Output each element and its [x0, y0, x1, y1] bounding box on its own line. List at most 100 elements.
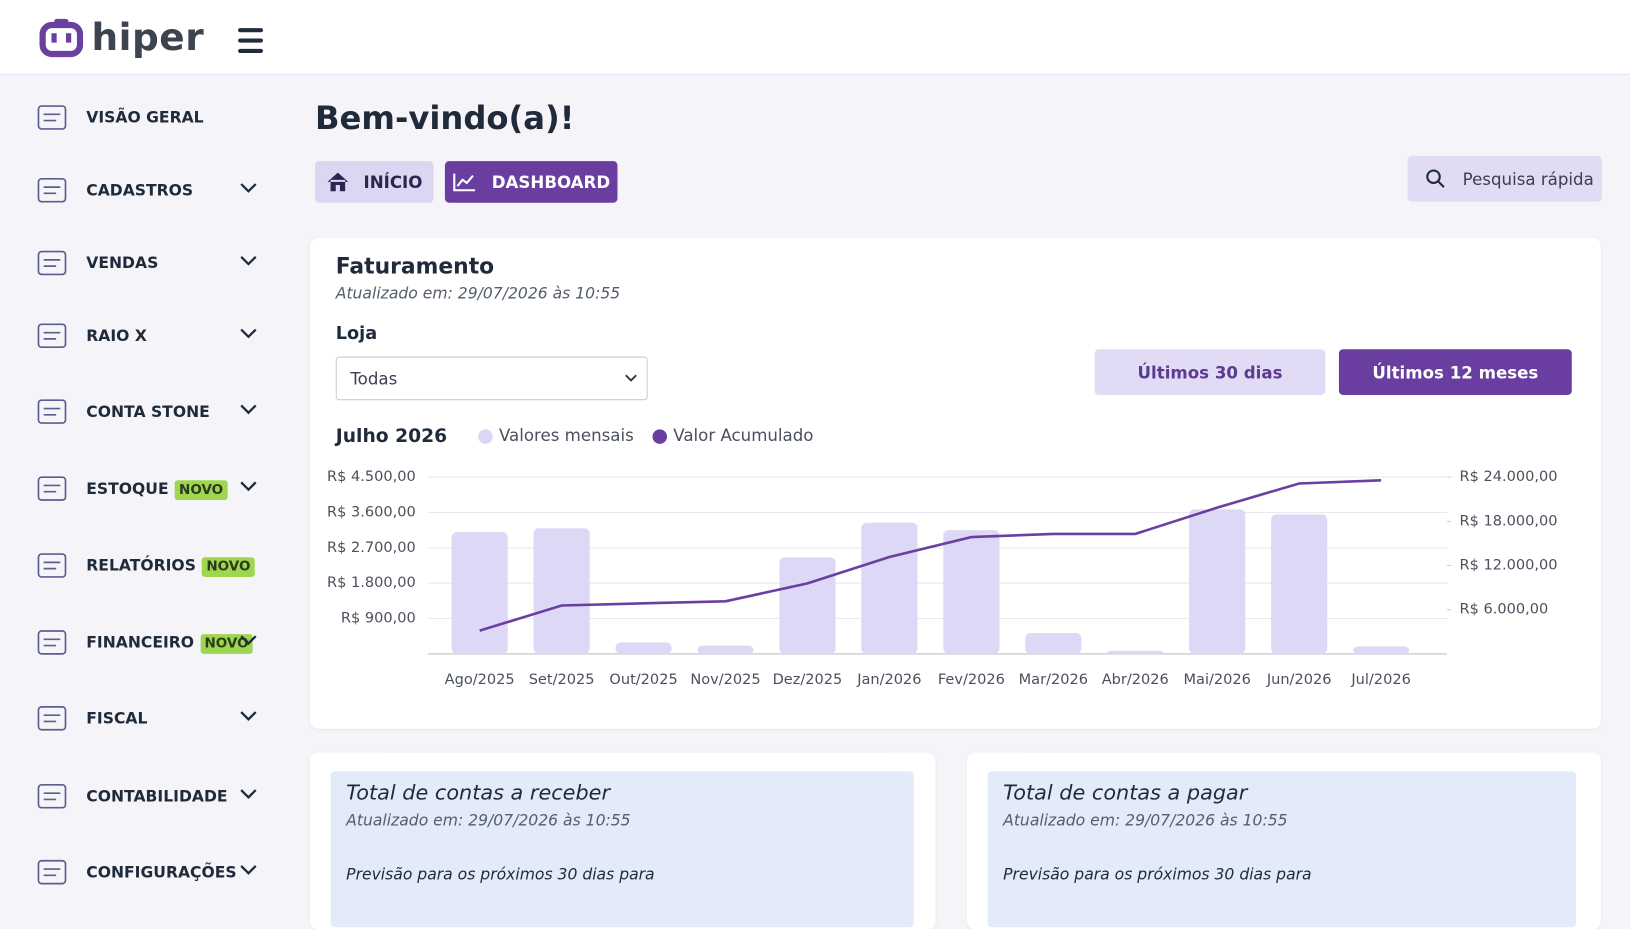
y2-tick-label: R$ 24.000,00	[1460, 468, 1558, 485]
chevron	[240, 635, 257, 646]
nav-text: RELATÓRIOS	[86, 556, 196, 575]
summary-note: Previsão para os próximos 30 dias para	[346, 864, 655, 884]
nav-icon	[37, 105, 67, 130]
nav-label: CONFIGURAÇÕES	[86, 863, 236, 882]
y-tick-label: R$ 3.600,00	[327, 503, 416, 520]
nav-item[interactable]: CONTA STONE	[0, 391, 291, 433]
nav-text: FINANCEIRO	[86, 633, 195, 652]
chevron	[240, 865, 257, 875]
range-30[interactable]: Últimos 30 dias	[1094, 349, 1326, 396]
legend-label: Valor Acumulado	[673, 426, 813, 445]
tab-label: INÍCIO	[363, 172, 423, 192]
legend-dot	[652, 429, 668, 444]
nav-item[interactable]: ESTOQUE NOVO	[0, 468, 291, 510]
chevron	[240, 328, 257, 339]
badge: NOVO	[174, 480, 228, 501]
search-icon	[1426, 169, 1445, 188]
search-box[interactable]: Pesquisa rápida	[1407, 155, 1602, 202]
x-tick-label: Set/2025	[529, 671, 595, 688]
bar	[1189, 509, 1246, 654]
nav-text: FISCAL	[86, 708, 148, 728]
nav-item[interactable]: CONTABILIDADE	[0, 775, 291, 817]
nav-text: CONTA STONE	[86, 402, 210, 422]
chevron	[240, 183, 257, 193]
legend-label: Valores mensais	[499, 426, 634, 445]
nav-label: FISCAL	[86, 709, 147, 728]
line	[479, 479, 1382, 632]
bar	[1353, 646, 1410, 654]
chart-subtitle: Julho 2026	[334, 426, 447, 447]
bar	[533, 528, 590, 654]
x-tick-label: Out/2025	[609, 671, 677, 688]
bar	[943, 530, 1000, 654]
x-tick-label: Jun/2026	[1266, 671, 1332, 688]
chevron	[240, 255, 257, 266]
tab-label: DASHBOARD	[491, 172, 611, 192]
nav-icon	[37, 177, 67, 203]
home-icon	[327, 172, 348, 192]
x-tick-label: Mai/2026	[1183, 671, 1250, 688]
y2-tick-label: R$ 12.000,00	[1460, 557, 1558, 574]
store-select[interactable]: Todas	[335, 356, 648, 401]
badge: NOVO	[200, 634, 253, 654]
nav-icon	[37, 630, 67, 655]
x-tick-label: Jul/2026	[1350, 671, 1410, 688]
legend-dot	[478, 429, 493, 444]
chevron	[240, 404, 257, 415]
summary-panel: Total de contas a receber Atualizado em: …	[330, 771, 914, 928]
card-title: Faturamento	[335, 253, 495, 279]
nav-label: CADASTROS	[86, 181, 193, 200]
range-12[interactable]: Últimos 12 meses	[1338, 349, 1572, 396]
nav-item[interactable]: CADASTROS	[0, 169, 291, 211]
nav-item[interactable]: CONFIGURAÇÕES	[0, 851, 291, 893]
nav-label: VISÃO GERAL	[86, 108, 203, 127]
nav-icon	[37, 784, 67, 809]
bar	[861, 522, 918, 654]
x-tick-label: Jan/2026	[856, 671, 921, 688]
nav-label: CONTABILIDADE	[86, 787, 227, 806]
logo-icon	[39, 18, 84, 58]
nav-icon	[37, 323, 67, 349]
nav-text: CONFIGURAÇÕES	[86, 862, 237, 882]
nav-item[interactable]: VENDAS	[0, 242, 291, 284]
nav-label: RELATÓRIOS NOVO	[86, 556, 255, 577]
nav-text: VENDAS	[86, 253, 159, 273]
nav-icon	[37, 476, 67, 501]
nav-icon	[37, 859, 67, 885]
nav-icon	[37, 706, 67, 731]
tab-inicio[interactable]: INÍCIO	[314, 161, 434, 203]
nav-item[interactable]: RAIO X	[0, 315, 291, 357]
updated: Atualizado em: 29/07/2026 às 10:55	[335, 283, 621, 303]
logo: hiper	[91, 16, 205, 60]
chevron	[240, 711, 257, 721]
chart: Julho 2026 Valores mensais Valor Acumulado…	[327, 426, 1558, 688]
nav-icon	[37, 399, 67, 424]
menu-button[interactable]	[238, 27, 264, 54]
y-tick-label: R$ 900,00	[341, 610, 416, 627]
nav-icon	[37, 250, 67, 276]
bar	[697, 645, 754, 654]
search-placeholder: Pesquisa rápida	[1462, 169, 1594, 190]
select-value: Todas	[350, 369, 398, 389]
summary-panel: Total de contas a pagar Atualizado em: 29…	[987, 771, 1576, 928]
bar	[779, 557, 836, 654]
tab-dashboard[interactable]: DASHBOARD	[444, 161, 618, 203]
nav-item[interactable]: RELATÓRIOS NOVO	[0, 545, 291, 587]
nav-item[interactable]: FINANCEIRO NOVO	[0, 622, 291, 664]
x-tick-label: Ago/2025	[445, 671, 515, 688]
nav-item[interactable]: VISÃO GERAL	[0, 97, 291, 139]
summary-title: Total de contas a pagar	[1003, 779, 1248, 805]
nav-text: VISÃO GERAL	[86, 108, 204, 127]
chart-icon	[453, 173, 476, 192]
nav-label: CONTA STONE	[86, 402, 210, 421]
nav-icon	[37, 553, 67, 578]
nav-item[interactable]: FISCAL	[0, 698, 291, 740]
bar	[615, 642, 672, 654]
badge: NOVO	[202, 557, 255, 577]
summary-updated: Atualizado em: 29/07/2026 às 10:55	[346, 810, 631, 830]
nav-label: ESTOQUE NOVO	[86, 479, 228, 501]
bar	[1107, 650, 1164, 654]
chevron	[240, 789, 257, 799]
select-arrow	[625, 374, 637, 382]
summary-title: Total de contas a receber	[346, 779, 611, 805]
